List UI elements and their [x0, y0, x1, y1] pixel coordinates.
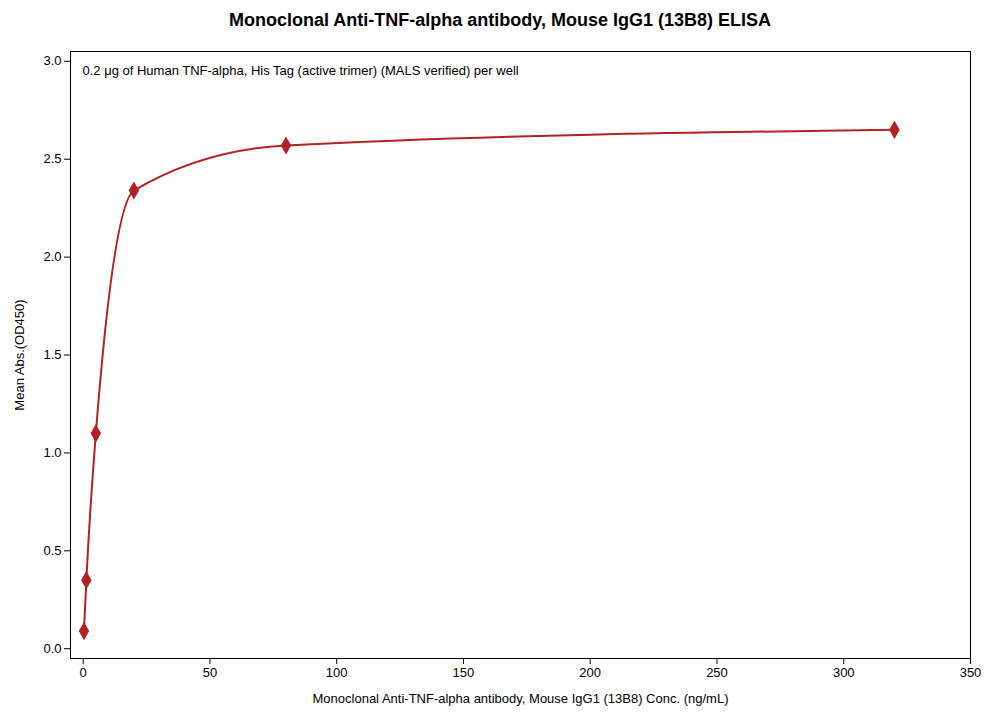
svg-text:Mean Abs.(OD450): Mean Abs.(OD450) [12, 299, 27, 410]
svg-text:200: 200 [579, 665, 601, 680]
svg-text:300: 300 [833, 665, 855, 680]
svg-text:0.5: 0.5 [43, 543, 61, 558]
svg-text:100: 100 [326, 665, 348, 680]
svg-text:2.5: 2.5 [43, 151, 61, 166]
svg-text:50: 50 [203, 665, 217, 680]
svg-text:0.0: 0.0 [43, 641, 61, 656]
svg-text:3.0: 3.0 [43, 53, 61, 68]
svg-text:0.2 μg of Human TNF-alpha, His: 0.2 μg of Human TNF-alpha, His Tag (acti… [83, 63, 519, 78]
svg-text:2.0: 2.0 [43, 249, 61, 264]
html-text:Monoclonal Anti-TNF-alpha anti: Monoclonal Anti-TNF-alpha antibody, Mous… [229, 10, 771, 30]
svg-text:1.0: 1.0 [43, 445, 61, 460]
svg-text:150: 150 [453, 665, 475, 680]
svg-text:0: 0 [80, 665, 87, 680]
svg-text:1.5: 1.5 [43, 347, 61, 362]
svg-text:250: 250 [706, 665, 728, 680]
svg-text:350: 350 [960, 665, 982, 680]
svg-text:Monoclonal Anti-TNF-alpha anti: Monoclonal Anti-TNF-alpha antibody, Mous… [313, 691, 729, 706]
